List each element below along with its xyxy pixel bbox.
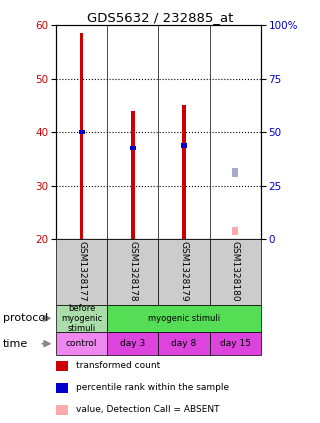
Bar [56, 239, 107, 305]
Bar [232, 168, 238, 176]
Text: GSM1328177: GSM1328177 [77, 242, 86, 302]
Text: GSM1328179: GSM1328179 [180, 242, 188, 302]
Bar [131, 111, 135, 239]
Bar [232, 227, 238, 235]
Bar [107, 305, 261, 332]
Text: transformed count: transformed count [76, 361, 160, 371]
Text: value, Detection Call = ABSENT: value, Detection Call = ABSENT [76, 405, 220, 415]
Bar [56, 332, 107, 355]
Text: protocol: protocol [3, 313, 48, 323]
Text: control: control [66, 339, 97, 348]
Text: time: time [3, 339, 28, 349]
Text: day 3: day 3 [120, 339, 145, 348]
Bar [107, 332, 158, 355]
Bar [210, 332, 261, 355]
Bar [158, 239, 210, 305]
Bar [181, 143, 187, 148]
Bar [107, 239, 158, 305]
Bar [56, 305, 107, 332]
Text: GSM1328178: GSM1328178 [128, 242, 137, 302]
Bar [158, 332, 210, 355]
Text: percentile rank within the sample: percentile rank within the sample [76, 383, 229, 393]
Text: GSM1328180: GSM1328180 [231, 242, 240, 302]
Bar [78, 130, 85, 135]
Bar [130, 146, 136, 150]
Text: before
myogenic
stimuli: before myogenic stimuli [61, 304, 102, 332]
Bar [182, 105, 186, 239]
Text: day 8: day 8 [172, 339, 196, 348]
Text: GDS5632 / 232885_at: GDS5632 / 232885_at [87, 11, 233, 24]
Text: day 15: day 15 [220, 339, 251, 348]
Bar [80, 33, 84, 239]
Bar [210, 239, 261, 305]
Text: myogenic stimuli: myogenic stimuli [148, 314, 220, 323]
